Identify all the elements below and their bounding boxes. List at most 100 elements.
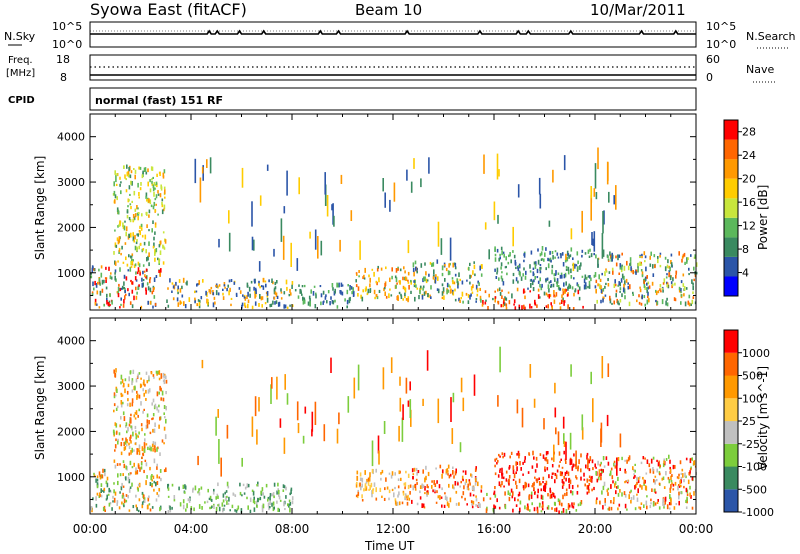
data-cell	[364, 267, 366, 273]
data-cell	[528, 495, 530, 500]
data-cell	[134, 169, 137, 174]
data-cell	[114, 260, 116, 265]
data-cell	[548, 293, 551, 299]
data-cell	[200, 486, 203, 490]
data-cell	[227, 485, 230, 489]
data-cell	[259, 294, 261, 299]
data-cell	[629, 263, 631, 266]
data-cell	[571, 490, 574, 496]
data-cell	[628, 301, 631, 307]
data-cell	[647, 281, 650, 285]
data-cell	[224, 286, 226, 289]
data-cell	[627, 457, 630, 462]
data-cell	[198, 302, 201, 306]
data-cell	[518, 478, 521, 484]
data-cell	[269, 506, 271, 509]
data-cell	[471, 485, 474, 491]
data-cell	[458, 272, 460, 277]
data-cell	[131, 380, 133, 386]
data-cell	[98, 492, 101, 496]
data-cell	[563, 475, 565, 480]
data-cell	[598, 283, 601, 289]
data-cell	[447, 270, 450, 276]
data-cell	[262, 503, 265, 509]
data-cell	[399, 376, 401, 386]
data-cell	[272, 300, 274, 305]
data-cell	[143, 497, 146, 500]
x-tick-label: 16:00	[477, 522, 512, 536]
data-cell	[217, 292, 220, 296]
data-cell	[542, 480, 544, 484]
data-cell	[332, 203, 334, 225]
colorbar-segment	[724, 375, 738, 399]
data-cell	[680, 476, 683, 480]
data-cell	[494, 290, 496, 293]
data-cell	[575, 477, 578, 480]
data-cell	[629, 284, 631, 290]
data-cell	[147, 286, 150, 291]
data-cell	[160, 184, 162, 189]
data-cell	[127, 269, 130, 272]
data-cell	[666, 283, 668, 288]
data-cell	[136, 507, 138, 511]
data-cell	[603, 210, 605, 225]
data-cell	[164, 189, 166, 195]
data-cell	[689, 468, 692, 471]
data-cell	[664, 256, 667, 260]
data-cell	[134, 430, 137, 433]
data-cell	[243, 492, 246, 495]
data-cell	[550, 285, 552, 288]
data-cell	[172, 297, 175, 301]
data-cell	[455, 490, 458, 494]
data-cell	[613, 300, 615, 305]
data-cell	[173, 499, 176, 502]
data-cell	[692, 291, 694, 294]
data-cell	[639, 286, 641, 289]
data-cell	[588, 284, 591, 289]
data-cell	[285, 495, 287, 499]
data-cell	[167, 483, 170, 487]
data-cell	[93, 474, 96, 477]
data-cell	[128, 185, 131, 190]
data-cell	[133, 239, 135, 243]
data-cell	[139, 271, 141, 276]
data-cell	[535, 456, 538, 461]
data-cell	[158, 404, 160, 408]
data-cell	[389, 199, 391, 212]
data-cell	[600, 468, 603, 471]
data-cell	[185, 282, 188, 285]
data-cell	[135, 467, 137, 472]
data-cell	[115, 175, 117, 180]
data-cell	[167, 304, 170, 308]
data-cell	[98, 268, 100, 272]
data-cell	[610, 256, 613, 262]
data-cell	[652, 264, 654, 269]
data-cell	[267, 502, 270, 508]
data-cell	[398, 470, 401, 475]
data-cell	[554, 479, 556, 484]
data-cell	[498, 453, 500, 457]
data-cell	[152, 245, 155, 249]
data-cell	[617, 492, 620, 497]
data-cell	[663, 460, 665, 464]
data-cell	[448, 284, 450, 287]
data-cell	[480, 273, 483, 277]
data-cell	[93, 268, 96, 272]
data-cell	[120, 374, 123, 380]
data-cell	[179, 300, 182, 305]
data-cell	[123, 382, 125, 388]
data-cell	[135, 271, 137, 275]
data-cell	[137, 483, 140, 486]
data-cell	[424, 262, 426, 266]
data-cell	[221, 502, 224, 507]
data-cell	[536, 463, 538, 468]
data-cell	[154, 257, 156, 262]
data-cell	[556, 283, 558, 287]
data-cell	[128, 254, 130, 258]
data-cell	[499, 484, 502, 488]
data-cell	[505, 297, 508, 301]
data-cell	[141, 427, 143, 432]
data-cell	[473, 486, 475, 492]
data-cell	[126, 430, 128, 434]
data-cell	[645, 472, 648, 475]
